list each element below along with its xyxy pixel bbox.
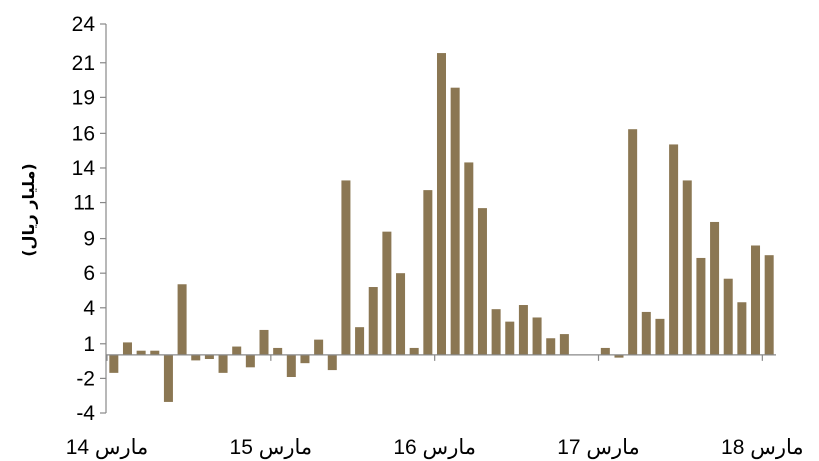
- y-tick-label: 11: [73, 192, 95, 215]
- y-tick-label: 9: [83, 228, 95, 251]
- bar: [532, 317, 542, 355]
- y-tick-label: 4: [83, 297, 95, 320]
- bar: [614, 354, 624, 358]
- bar: [737, 302, 747, 355]
- bar: [273, 347, 283, 355]
- bar: [191, 354, 201, 361]
- bar: [286, 354, 296, 378]
- bar: [245, 354, 255, 368]
- bar: [232, 346, 242, 355]
- y-tick-label: 19: [72, 86, 95, 109]
- bar: [669, 144, 679, 355]
- bar: [163, 354, 173, 402]
- bar: [628, 129, 638, 355]
- bar: [368, 287, 378, 355]
- bar: [696, 257, 706, 355]
- bar: [600, 347, 610, 355]
- bar: [314, 339, 324, 355]
- bar: [450, 87, 460, 355]
- bar: [218, 354, 228, 373]
- bar: [122, 342, 132, 355]
- bar: [150, 350, 160, 355]
- bar: [423, 190, 433, 355]
- bar: [396, 273, 406, 355]
- y-tick-label: 16: [72, 122, 95, 145]
- bar: [436, 53, 446, 355]
- x-tick-label: مارس 16: [393, 436, 476, 460]
- bar: [723, 278, 733, 355]
- y-axis: 24 21 19 16 14 11 9 6 4 1 -2 -4: [72, 13, 107, 425]
- bar: [477, 208, 487, 355]
- bar: [764, 255, 774, 355]
- x-tick-label: مارس 14: [66, 436, 149, 460]
- bar: [559, 334, 569, 355]
- x-tick-label: مارس 15: [230, 436, 313, 460]
- bar: [177, 284, 187, 355]
- bar: [355, 327, 365, 355]
- y-tick-label: -2: [76, 367, 95, 390]
- bar: [546, 338, 556, 355]
- bar: [382, 231, 392, 355]
- bar: [505, 321, 515, 355]
- y-axis-title: (مليار ريال): [19, 163, 38, 257]
- bar: [327, 354, 337, 371]
- bar: [341, 180, 351, 355]
- x-tick-label: مارس 17: [557, 436, 640, 460]
- y-tick-label: 14: [72, 157, 96, 180]
- x-axis: مارس 14 مارس 15 مارس 16 مارس 17 مارس 18: [66, 354, 804, 460]
- bar: [641, 311, 651, 355]
- bar: [409, 347, 419, 355]
- bar: [259, 329, 269, 355]
- y-tick-label: 21: [72, 52, 95, 75]
- bar: [204, 354, 214, 360]
- x-tick-label: مارس 18: [721, 436, 804, 460]
- bar: [655, 318, 665, 355]
- bars: [109, 53, 774, 402]
- bar: [300, 354, 310, 364]
- bar: [109, 354, 119, 373]
- y-tick-label: 24: [72, 13, 96, 36]
- y-tick-label: 6: [83, 262, 95, 285]
- bar: [491, 309, 501, 355]
- bar: [751, 245, 761, 355]
- y-tick-label: 1: [83, 333, 95, 356]
- bar: [464, 162, 474, 355]
- bar: [136, 350, 146, 355]
- bar: [710, 221, 720, 355]
- y-tick-label: -4: [76, 402, 95, 425]
- bar: [682, 180, 692, 355]
- bar: [518, 305, 528, 355]
